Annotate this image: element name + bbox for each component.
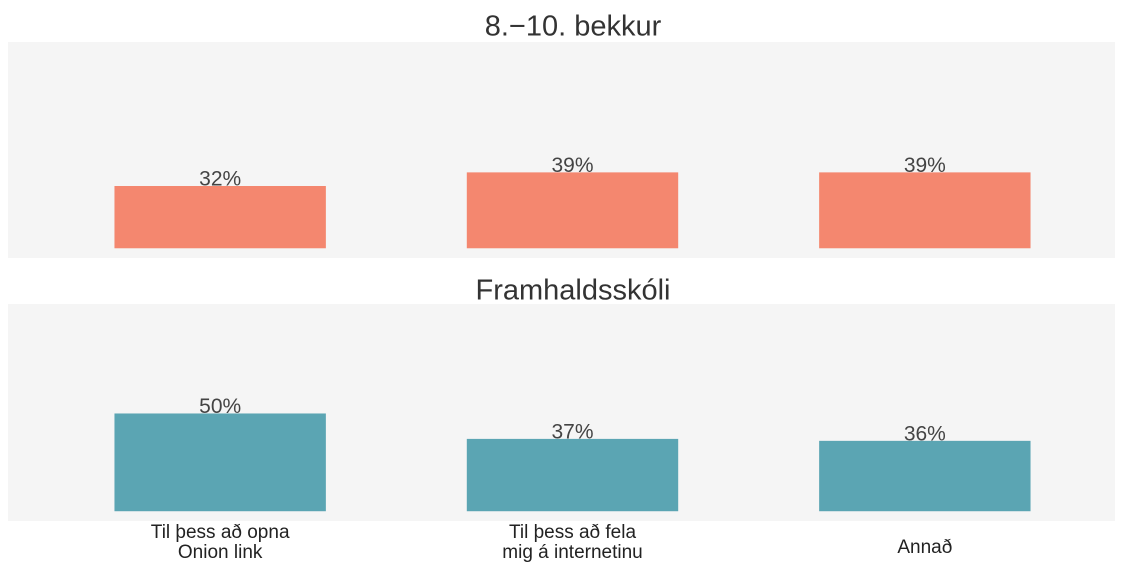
value-label: 50% — [199, 395, 241, 418]
value-label: 37% — [551, 420, 593, 443]
value-label: 39% — [551, 154, 593, 177]
bar — [466, 438, 679, 512]
bar — [819, 172, 1031, 249]
bar — [466, 172, 679, 249]
value-label: 39% — [904, 154, 946, 177]
chart-title: 8.−10. bekkur — [485, 11, 662, 43]
bar — [114, 413, 326, 512]
x-tick-label: Annað — [897, 537, 953, 558]
bar — [114, 186, 326, 249]
value-label: 32% — [199, 168, 241, 191]
x-tick-label: Til þess að opna Onion link — [150, 522, 290, 563]
bar — [819, 440, 1031, 512]
x-tick-label: Til þess að fela mig á internetinu — [502, 522, 643, 563]
chart-title: Framhaldsskóli — [476, 275, 671, 307]
value-label: 36% — [904, 422, 946, 445]
